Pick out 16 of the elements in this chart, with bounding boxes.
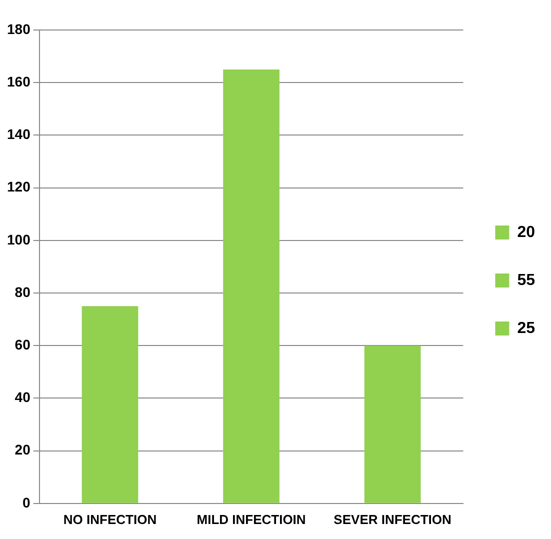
y-tick-label: 0 <box>22 494 31 510</box>
y-tick-label: 40 <box>14 389 31 406</box>
x-tick-label: NO INFECTION <box>63 512 157 527</box>
legend-label: 25 <box>517 320 536 337</box>
y-tick-label: 180 <box>7 20 31 37</box>
y-tick-label: 100 <box>7 231 31 248</box>
y-tick-label: 20 <box>14 442 31 458</box>
y-tick-label: 120 <box>7 178 31 195</box>
legend-label: 20 <box>517 224 536 241</box>
y-tick-label: 140 <box>7 126 31 142</box>
y-tick-label: 60 <box>14 336 31 352</box>
legend-label: 55 <box>517 272 536 289</box>
x-tick-label: MILD INFECTIOIN <box>196 512 306 527</box>
x-tick-label: SEVER INFECTION <box>334 512 452 527</box>
y-tick-label: 80 <box>14 284 31 300</box>
y-tick-label: 160 <box>7 73 31 90</box>
